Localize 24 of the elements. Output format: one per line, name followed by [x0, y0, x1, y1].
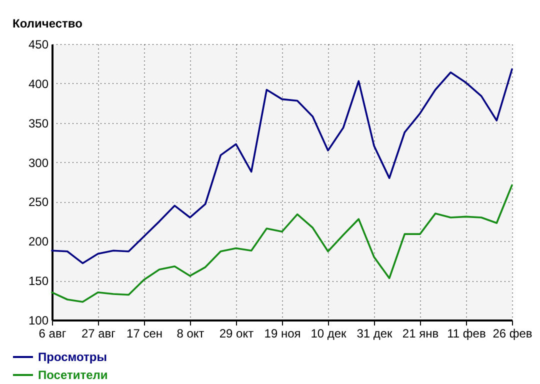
line-series	[51, 68, 513, 264]
y-tick-label: 150	[28, 274, 49, 288]
x-tick-label: 21 янв	[402, 326, 439, 340]
legend-label: Просмотры	[38, 350, 108, 364]
y-axis-title: Количество	[12, 16, 82, 30]
x-tick-label: 6 авг	[38, 326, 67, 340]
x-tick-label: 29 окт	[219, 326, 254, 340]
x-tick-label: 11 фев	[447, 326, 486, 340]
line-series	[51, 184, 513, 303]
y-tick-label: 250	[28, 195, 49, 210]
x-tick-label: 26 фев	[492, 326, 532, 340]
legend-label: Посетители	[38, 368, 108, 382]
x-tick-label: 17 сен	[126, 326, 162, 340]
y-tick-label: 100	[28, 314, 49, 328]
x-tick-label: 31 дек	[356, 326, 394, 340]
y-tick-label: 400	[28, 76, 49, 91]
x-tick-label: 10 дек	[310, 326, 348, 340]
x-tick-label: 8 окт	[176, 326, 205, 340]
y-tick-label: 350	[28, 116, 49, 130]
y-tick-label: 300	[28, 156, 49, 170]
y-tick-label: 450	[28, 38, 49, 52]
x-tick-label: 19 ноя	[264, 326, 301, 340]
y-tick-label: 200	[28, 234, 49, 249]
x-tick-label: 27 авг	[81, 326, 116, 340]
